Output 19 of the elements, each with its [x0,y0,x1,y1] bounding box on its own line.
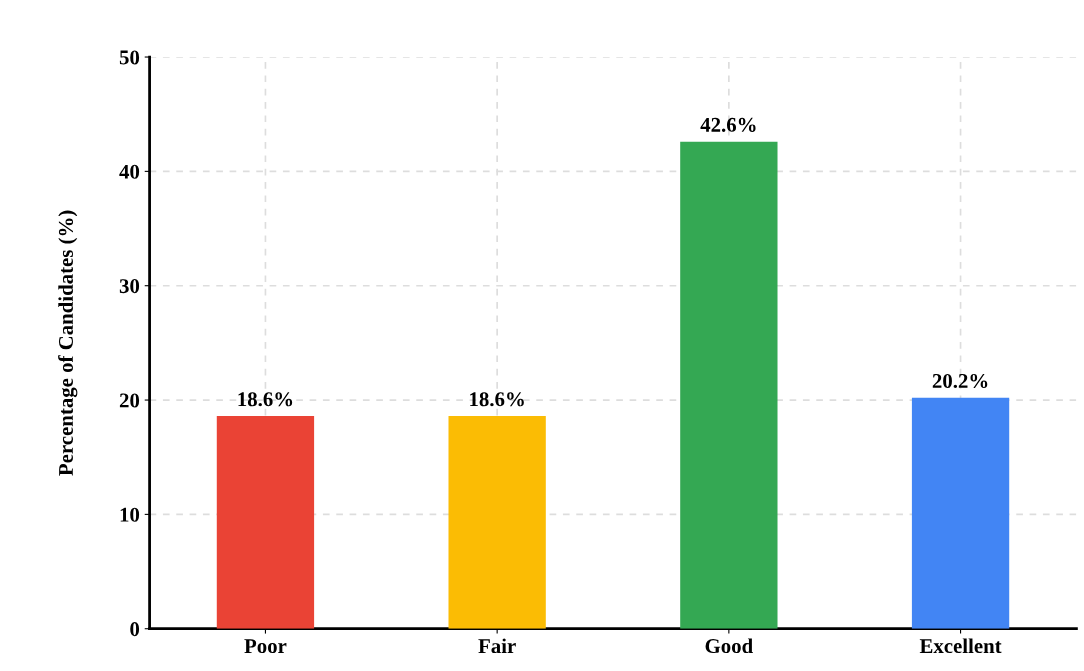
y-tick-label: 0 [130,622,140,637]
y-tick-label: 10 [120,507,140,522]
data-label: 18.6% [238,392,293,407]
data-label: 18.6% [470,392,524,407]
x-tick-label: Good [705,638,753,654]
bar [680,141,778,629]
y-tick-label: 20 [119,393,140,408]
y-tick-label: 30 [119,279,140,294]
bar [911,397,1010,629]
y-axis-title: Percentage of Candidates (%) [58,210,78,476]
data-label: 20.2% [932,373,988,389]
data-label: 42.6% [700,117,756,132]
bar [448,416,546,629]
x-tick-label: Fair [478,638,516,654]
x-tick-label: Excellent [919,638,1002,654]
y-tick-label: 40 [119,164,140,179]
y-tick-label: 50 [119,50,140,65]
bar [216,416,315,629]
x-tick-label: Poor [244,639,287,654]
